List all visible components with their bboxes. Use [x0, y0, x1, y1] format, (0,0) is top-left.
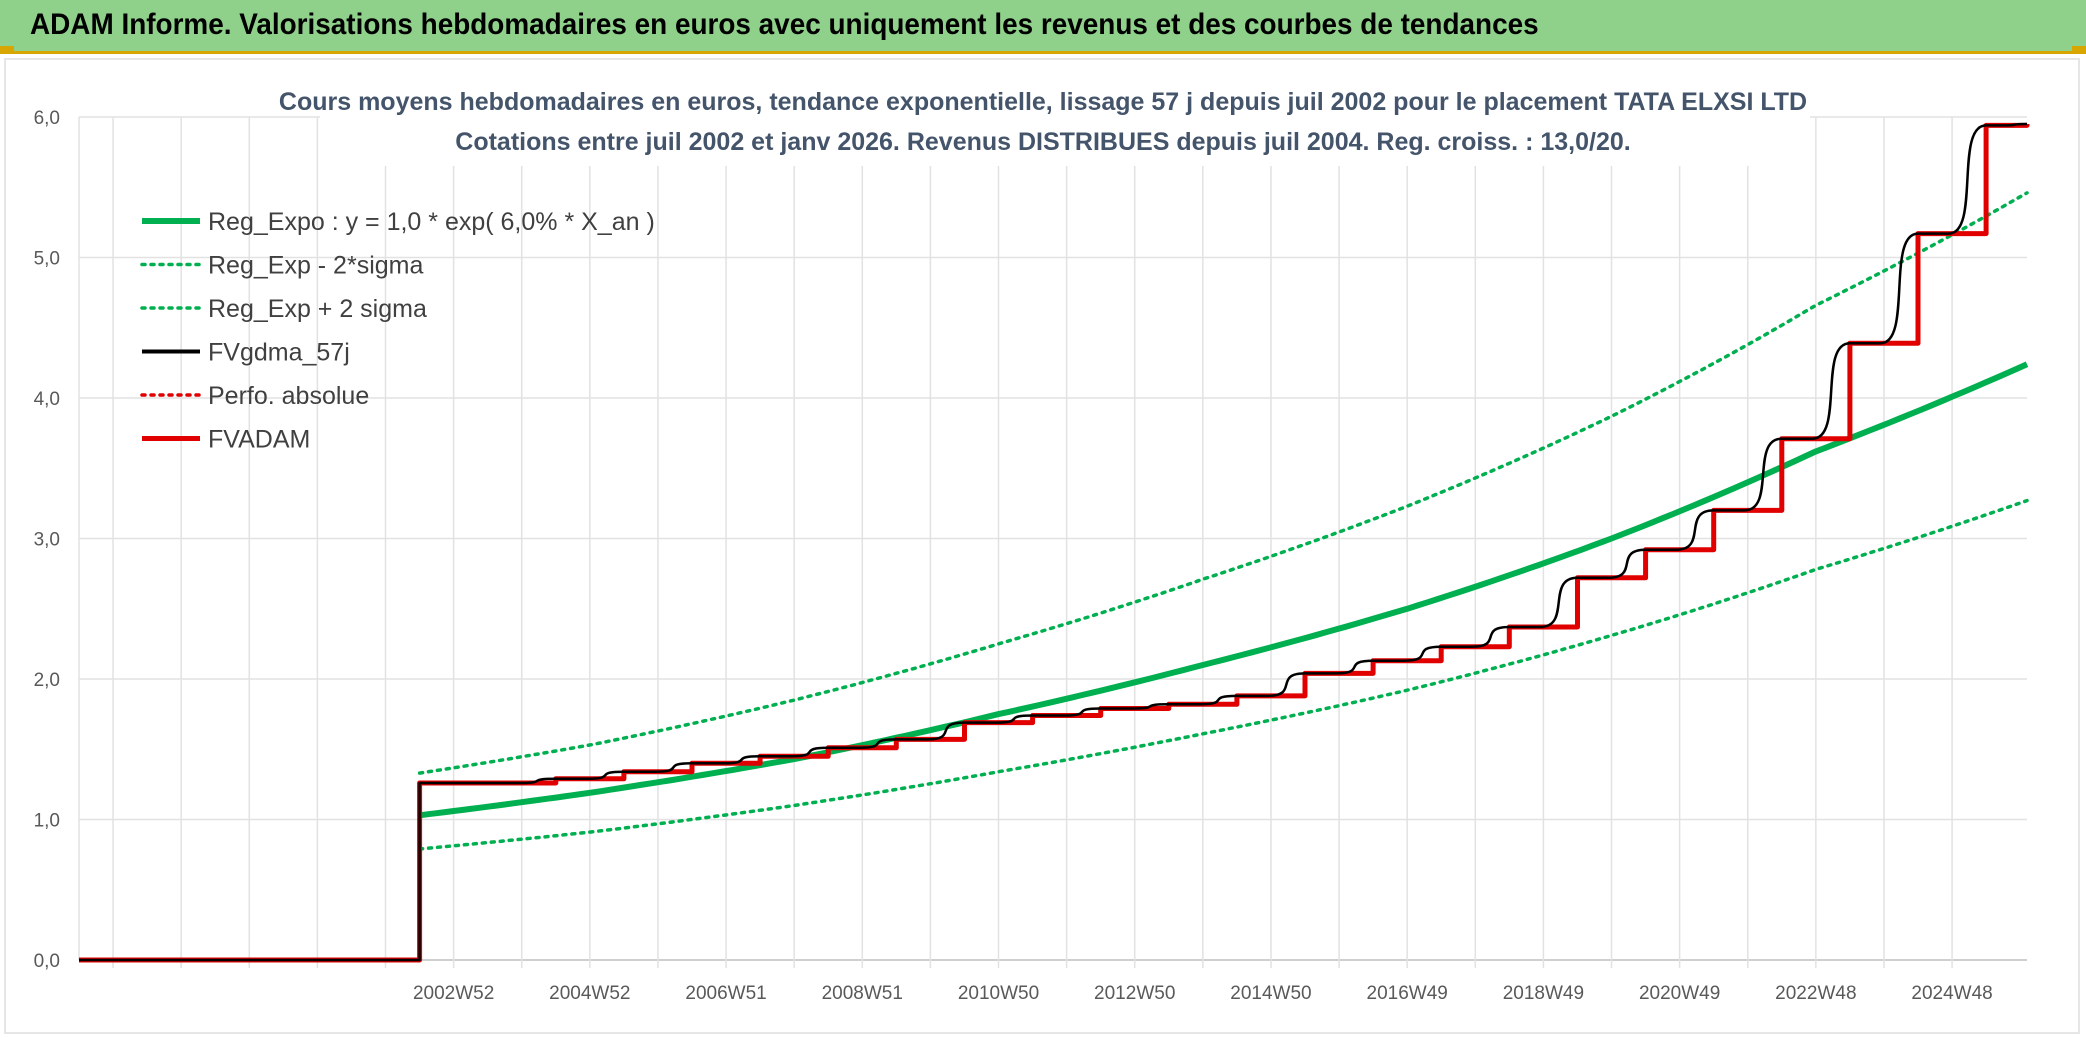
x-tick-label: 2022W48 [1775, 983, 1856, 1004]
chart-title: Cours moyens hebdomadaires en euros, ten… [279, 88, 1807, 116]
banner-corner-left [0, 46, 14, 54]
x-tick-label: 2014W50 [1230, 983, 1311, 1004]
report-banner: ADAM Informe. Valorisations hebdomadaire… [0, 0, 2086, 54]
chart-frame [4, 58, 2080, 1034]
banner-corner-right [2072, 46, 2086, 54]
y-tick-label: 3,0 [34, 530, 60, 551]
legend-label: FVgdma_57j [208, 339, 350, 367]
y-tick-label: 0,0 [34, 951, 60, 972]
chart-subtitle: Cotations entre juil 2002 et janv 2026. … [455, 128, 1630, 156]
y-axis-ticks: 0,0 1,0 2,0 3,0 4,0 5,0 6,0 [34, 108, 60, 972]
legend-label: FVADAM [208, 426, 310, 454]
x-tick-label: 2002W52 [413, 983, 494, 1004]
x-tick-label: 2018W49 [1503, 983, 1584, 1004]
series-layer [79, 122, 2030, 963]
legend-label: Reg_Exp + 2 sigma [208, 295, 427, 323]
y-tick-label: 2,0 [34, 670, 60, 691]
grid-lines [78, 116, 2027, 968]
x-tick-label: 2024W48 [1911, 983, 1992, 1004]
series-line [417, 191, 2029, 775]
x-tick-label: 2008W51 [822, 983, 903, 1004]
x-tick-label: 2006W51 [685, 983, 766, 1004]
x-axis-ticks: 2002W52 2004W52 2006W51 2008W51 2010W50 2012W… [413, 983, 1993, 1004]
y-tick-label: 1,0 [34, 811, 60, 832]
series-line [419, 361, 2029, 819]
legend-label: Reg_Expo : y = 1,0 * exp( 6,0% * X_an ) [208, 208, 655, 236]
y-tick-label: 5,0 [34, 249, 60, 270]
legend: Reg_Expo : y = 1,0 * exp( 6,0% * X_an ) R… [140, 208, 655, 454]
y-tick-label: 6,0 [34, 108, 60, 129]
y-tick-label: 4,0 [34, 389, 60, 410]
x-tick-label: 2004W52 [549, 983, 630, 1004]
x-tick-label: 2016W49 [1367, 983, 1448, 1004]
legend-label: Perfo. absolue [208, 382, 369, 410]
x-tick-label: 2012W50 [1094, 983, 1175, 1004]
series-line [79, 122, 2030, 963]
series-line [417, 498, 2029, 851]
x-tick-label: 2010W50 [958, 983, 1039, 1004]
report-title: ADAM Informe. Valorisations hebdomadaire… [30, 8, 1539, 41]
legend-label: Reg_Exp - 2*sigma [208, 252, 423, 280]
series-line [79, 122, 2028, 962]
x-tick-label: 2020W49 [1639, 983, 1720, 1004]
title-backdrop [320, 78, 1810, 166]
